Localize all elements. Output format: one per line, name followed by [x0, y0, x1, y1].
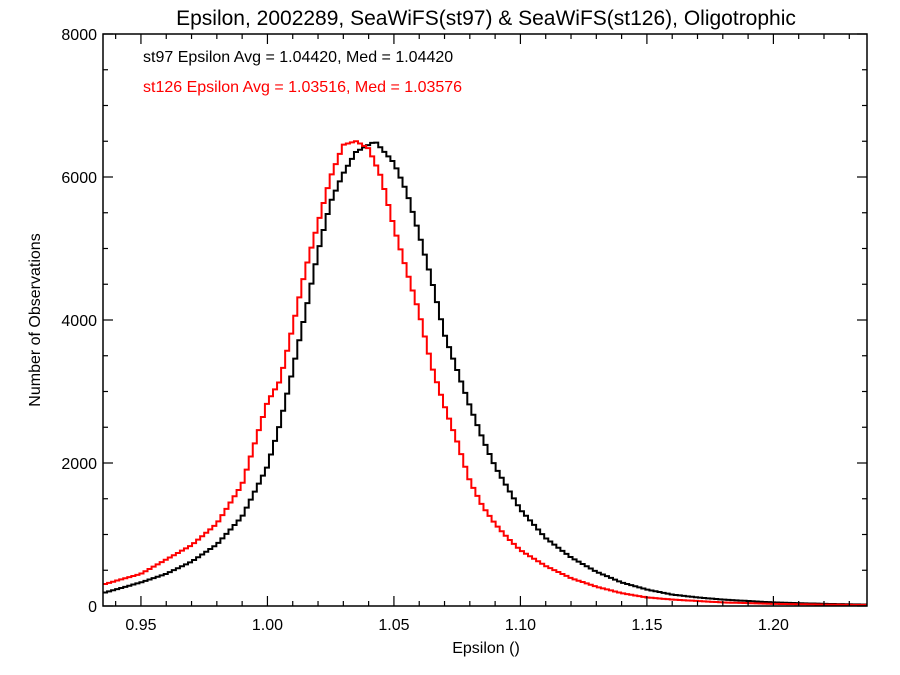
series-1-line: [103, 141, 867, 606]
series-2-line: [103, 140, 867, 606]
chart-title: Epsilon, 2002289, SeaWiFS(st97) & SeaWiF…: [176, 7, 796, 30]
x-tick-label: 1.20: [758, 617, 789, 634]
y-tick-label: 4000: [61, 313, 97, 330]
x-tick-label: 1.00: [252, 617, 283, 634]
x-axis-label: Epsilon (): [452, 640, 520, 657]
x-tick-label: 1.10: [505, 617, 536, 634]
annotation-st126: st126 Epsilon Avg = 1.03516, Med = 1.035…: [143, 79, 462, 96]
x-tick-label: 0.95: [125, 617, 156, 634]
y-tick-label: 0: [88, 599, 97, 616]
series-layer: [103, 140, 867, 606]
annotation-st97: st97 Epsilon Avg = 1.04420, Med = 1.0442…: [143, 49, 453, 66]
y-tick-label: 2000: [61, 456, 97, 473]
y-axis: 0 2000 4000 6000 8000: [61, 27, 867, 616]
y-tick-label: 6000: [61, 170, 97, 187]
x-tick-label: 1.05: [378, 617, 409, 634]
y-tick-label: 8000: [61, 27, 97, 44]
x-tick-label: 1.15: [631, 617, 662, 634]
y-axis-label: Number of Observations: [27, 233, 44, 406]
x-axis: 0.95 1.00 1.05 1.10 1.15 1.20: [115, 34, 850, 634]
